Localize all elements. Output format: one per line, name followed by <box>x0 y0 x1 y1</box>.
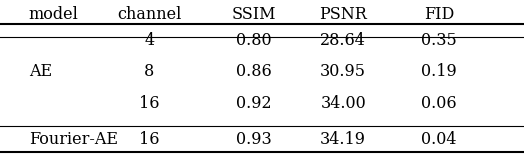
Text: 0.92: 0.92 <box>236 95 272 112</box>
Text: 30.95: 30.95 <box>320 63 366 80</box>
Text: AE: AE <box>29 63 52 80</box>
Text: 0.93: 0.93 <box>236 131 272 148</box>
Text: channel: channel <box>117 6 181 23</box>
Text: 34.00: 34.00 <box>320 95 366 112</box>
Text: 28.64: 28.64 <box>320 32 366 49</box>
Text: 34.19: 34.19 <box>320 131 366 148</box>
Text: PSNR: PSNR <box>319 6 367 23</box>
Text: 4: 4 <box>144 32 155 49</box>
Text: FID: FID <box>424 6 454 23</box>
Text: 0.19: 0.19 <box>421 63 457 80</box>
Text: 0.04: 0.04 <box>421 131 457 148</box>
Text: 0.35: 0.35 <box>421 32 457 49</box>
Text: 16: 16 <box>139 95 160 112</box>
Text: 0.86: 0.86 <box>236 63 272 80</box>
Text: SSIM: SSIM <box>232 6 276 23</box>
Text: model: model <box>29 6 79 23</box>
Text: 8: 8 <box>144 63 155 80</box>
Text: 16: 16 <box>139 131 160 148</box>
Text: 0.06: 0.06 <box>421 95 457 112</box>
Text: 0.80: 0.80 <box>236 32 272 49</box>
Text: Fourier-AE: Fourier-AE <box>29 131 118 148</box>
